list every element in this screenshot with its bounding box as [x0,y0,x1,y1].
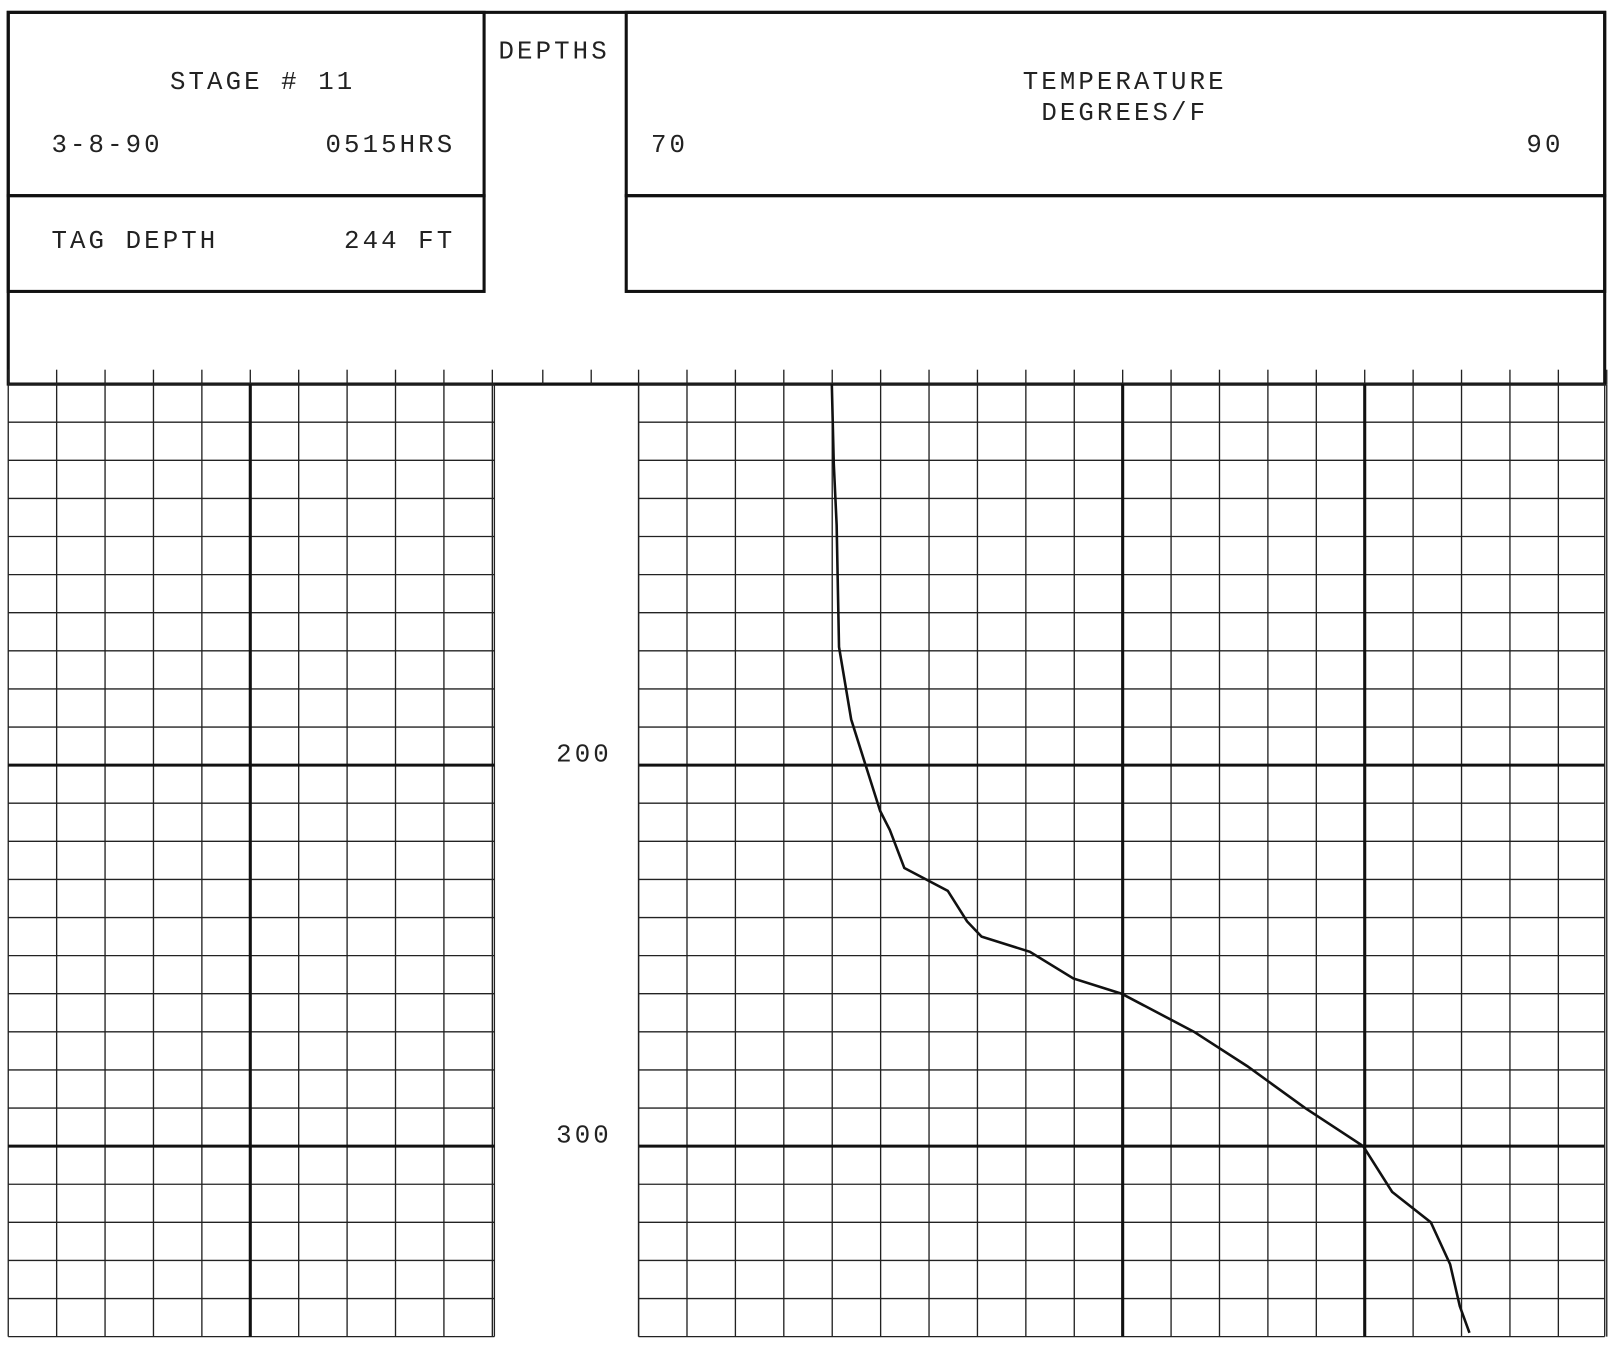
x-tick-label: 90 [1526,131,1563,160]
y-tick-label: 200 [556,741,612,770]
x-axis-unit: DEGREES/F [1041,99,1208,128]
x-tick-label: 70 [651,131,688,160]
stage: STAGE # 11 [170,68,355,97]
x-axis-label: TEMPERATURE [1023,68,1227,97]
temperature-curve [830,384,1471,1334]
time: 0515HRS [326,131,456,160]
date: 3-8-90 [51,131,162,160]
temp-box-2 [624,194,1607,293]
tag-value: 244 FT [344,227,455,256]
tag-label: TAG DEPTH [51,227,218,256]
depths-label: DEPTHS [499,37,610,66]
y-tick-label: 300 [556,1122,612,1151]
stage-box [6,10,486,198]
tag-box [6,194,486,293]
